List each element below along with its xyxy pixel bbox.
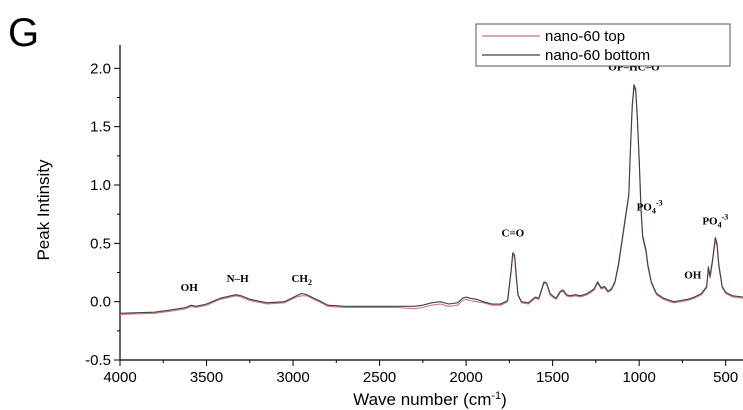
- y-tick-label: 1.0: [90, 177, 111, 194]
- peak-annotation: PO4-3: [637, 199, 663, 216]
- y-axis: -0.5 0.0 0.5 1.0 1.5 2.0: [85, 45, 121, 369]
- x-tick-label: 3500: [190, 369, 223, 386]
- x-tick-label: 2000: [449, 369, 482, 386]
- peak-annotation: OH: [684, 269, 702, 281]
- x-axis-label-main: Wave number (cm: [353, 390, 491, 409]
- peak-annotation: CH2: [291, 273, 312, 287]
- y-tick-label: 2.0: [90, 60, 111, 77]
- peak-annotation: PO4-3: [702, 213, 728, 230]
- series-line-top: [119, 86, 743, 316]
- y-tick-label: 0.0: [90, 294, 111, 311]
- y-tick-label: 0.5: [90, 235, 111, 252]
- x-tick-label: 1500: [536, 369, 569, 386]
- x-tick-label: 1000: [622, 369, 655, 386]
- x-tick-label: 2500: [363, 369, 396, 386]
- peak-annotation: OH: [181, 282, 199, 294]
- panel-label: G: [8, 11, 39, 55]
- x-axis-label-sup: -1: [491, 390, 501, 402]
- legend-entry-top: nano-60 top: [545, 28, 625, 45]
- series-group: [119, 84, 743, 316]
- x-tick-label: 500: [713, 369, 738, 386]
- legend: nano-60 top nano-60 bottom: [475, 23, 731, 67]
- y-tick-label: 1.5: [90, 119, 111, 136]
- peak-annotation: C=O: [501, 227, 524, 239]
- y-axis-label: Peak Intinsity: [34, 159, 53, 261]
- x-axis-label: Wave number (cm-1): [353, 390, 507, 409]
- x-tick-label: 3000: [276, 369, 309, 386]
- legend-entry-bottom: nano-60 bottom: [545, 47, 650, 64]
- x-axis-label-close: ): [501, 390, 507, 409]
- peak-annotation: N–H: [227, 273, 249, 285]
- series-line-bottom: [119, 84, 743, 314]
- y-tick-label: -0.5: [85, 352, 111, 369]
- legend-box: [475, 23, 731, 67]
- x-axis: 4000 3500 3000 2500 2000 1500 1000 500: [103, 359, 743, 386]
- x-tick-label: 4000: [103, 369, 136, 386]
